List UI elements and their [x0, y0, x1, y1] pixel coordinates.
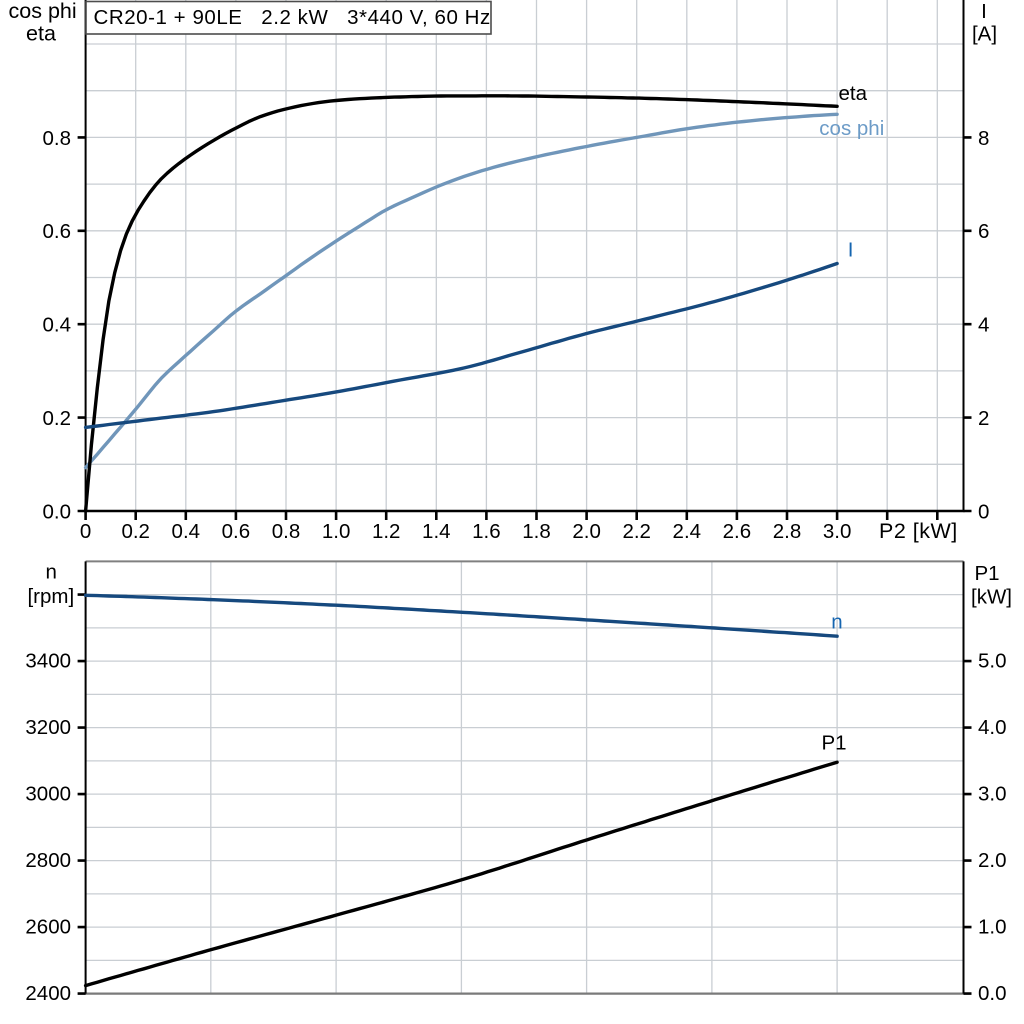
- svg-text:1.2: 1.2: [372, 520, 401, 543]
- svg-text:8: 8: [978, 127, 989, 150]
- svg-text:0.6: 0.6: [222, 520, 251, 543]
- svg-text:2400: 2400: [25, 982, 71, 1005]
- svg-text:3.0: 3.0: [978, 783, 1007, 806]
- svg-text:1.8: 1.8: [522, 520, 551, 543]
- svg-text:P1: P1: [974, 562, 999, 585]
- svg-text:P2 [kW]: P2 [kW]: [879, 519, 958, 543]
- svg-text:0.6: 0.6: [43, 220, 72, 243]
- svg-text:CR20-1 + 90LE 2.2 kW 3*440: CR20-1 + 90LE 2.2 kW 3*440 V, 60 Hz: [94, 6, 491, 29]
- svg-text:2800: 2800: [25, 849, 71, 872]
- svg-text:eta: eta: [26, 21, 56, 45]
- svg-text:0: 0: [80, 520, 91, 543]
- svg-text:n: n: [831, 611, 842, 634]
- svg-text:2.6: 2.6: [723, 520, 752, 543]
- svg-text:3200: 3200: [25, 716, 71, 739]
- svg-text:0.2: 0.2: [121, 520, 150, 543]
- svg-text:3400: 3400: [25, 650, 71, 673]
- svg-text:4: 4: [978, 314, 989, 337]
- svg-text:3.0: 3.0: [823, 520, 852, 543]
- svg-text:cos phi: cos phi: [819, 117, 884, 140]
- svg-text:5.0: 5.0: [978, 650, 1007, 673]
- svg-text:4.0: 4.0: [978, 716, 1007, 739]
- svg-text:0: 0: [978, 500, 989, 523]
- svg-text:0.4: 0.4: [43, 314, 72, 337]
- svg-text:0.0: 0.0: [978, 982, 1007, 1005]
- svg-text:0.2: 0.2: [43, 407, 72, 430]
- svg-text:2.0: 2.0: [572, 520, 601, 543]
- svg-text:2.4: 2.4: [673, 520, 702, 543]
- svg-text:[kW]: [kW]: [971, 586, 1012, 609]
- svg-text:3000: 3000: [25, 783, 71, 806]
- svg-text:2600: 2600: [25, 916, 71, 939]
- svg-text:1.0: 1.0: [322, 520, 351, 543]
- svg-text:eta: eta: [839, 82, 868, 105]
- svg-text:0.0: 0.0: [43, 500, 72, 523]
- svg-text:I: I: [981, 0, 987, 23]
- svg-text:n: n: [45, 561, 56, 584]
- svg-text:2.0: 2.0: [978, 849, 1007, 872]
- svg-text:1.4: 1.4: [422, 520, 451, 543]
- svg-text:0.8: 0.8: [272, 520, 301, 543]
- svg-text:[A]: [A]: [972, 23, 997, 46]
- svg-text:1.0: 1.0: [978, 916, 1007, 939]
- svg-text:1.6: 1.6: [472, 520, 501, 543]
- svg-text:2: 2: [978, 407, 989, 430]
- svg-text:cos phi: cos phi: [9, 0, 77, 23]
- svg-text:6: 6: [978, 220, 989, 243]
- svg-text:P1: P1: [822, 732, 847, 755]
- svg-text:[rpm]: [rpm]: [27, 585, 74, 608]
- svg-text:2.8: 2.8: [773, 520, 802, 543]
- svg-text:2.2: 2.2: [622, 520, 651, 543]
- svg-text:I: I: [848, 239, 854, 262]
- svg-text:0.4: 0.4: [172, 520, 201, 543]
- svg-text:0.8: 0.8: [43, 127, 72, 150]
